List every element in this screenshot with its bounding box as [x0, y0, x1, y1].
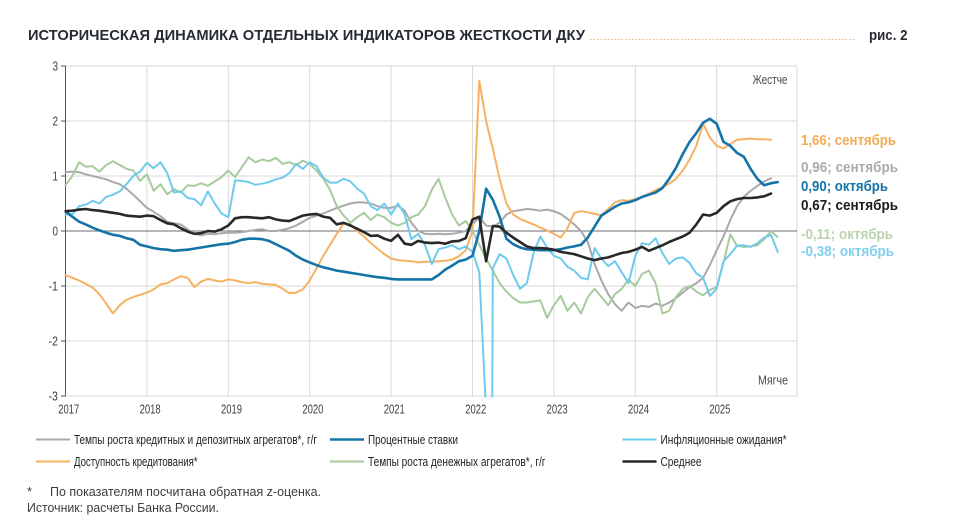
svg-text:Жестче: Жестче: [753, 72, 788, 87]
svg-text:2025: 2025: [709, 402, 730, 417]
svg-text:2022: 2022: [465, 402, 486, 417]
svg-text:Темпы роста денежных агрегатов: Темпы роста денежных агрегатов*, г/г: [368, 455, 546, 469]
svg-text:2024: 2024: [628, 402, 649, 417]
svg-text:2020: 2020: [302, 402, 323, 417]
svg-text:-3: -3: [49, 390, 59, 404]
svg-text:Источник: расчеты Банка России: Источник: расчеты Банка России.: [27, 500, 219, 515]
svg-text:2: 2: [53, 115, 59, 129]
svg-text:0,96; сентябрь: 0,96; сентябрь: [801, 159, 898, 176]
svg-text:Мягче: Мягче: [758, 373, 788, 388]
svg-text:-0,11; октябрь: -0,11; октябрь: [801, 226, 893, 243]
svg-text:2017: 2017: [58, 402, 79, 417]
svg-text:Инфляционные ожидания*: Инфляционные ожидания*: [661, 433, 787, 447]
svg-text:1: 1: [53, 170, 59, 184]
svg-text:Доступность кредитования*: Доступность кредитования*: [74, 455, 198, 469]
svg-text:-2: -2: [49, 335, 59, 349]
svg-text:ИСТОРИЧЕСКАЯ ДИНАМИКА ОТДЕЛЬНЫ: ИСТОРИЧЕСКАЯ ДИНАМИКА ОТДЕЛЬНЫХ ИНДИКАТО…: [28, 27, 586, 44]
svg-text:-0,38; октябрь: -0,38; октябрь: [801, 243, 894, 260]
svg-text:2019: 2019: [221, 402, 242, 417]
svg-text:Процентные ставки: Процентные ставки: [368, 433, 458, 447]
svg-text:2023: 2023: [547, 402, 568, 417]
svg-text:3: 3: [53, 60, 59, 74]
svg-text:рис. 2: рис. 2: [869, 27, 908, 44]
svg-text:0: 0: [53, 225, 59, 239]
svg-text:0,90; октябрь: 0,90; октябрь: [801, 178, 888, 195]
svg-text:0,67; сентябрь: 0,67; сентябрь: [801, 197, 898, 214]
svg-text:Темпы роста кредитных и депози: Темпы роста кредитных и депозитных агрег…: [74, 433, 317, 447]
svg-text:2018: 2018: [140, 402, 161, 417]
svg-text:По показателям посчитана обрат: По показателям посчитана обратная z-оцен…: [50, 484, 321, 499]
svg-text:1,66; сентябрь: 1,66; сентябрь: [801, 132, 896, 149]
svg-text:Среднее: Среднее: [661, 455, 702, 469]
svg-text:*: *: [27, 484, 32, 499]
svg-text:2021: 2021: [384, 402, 405, 417]
svg-text:-1: -1: [49, 280, 59, 294]
